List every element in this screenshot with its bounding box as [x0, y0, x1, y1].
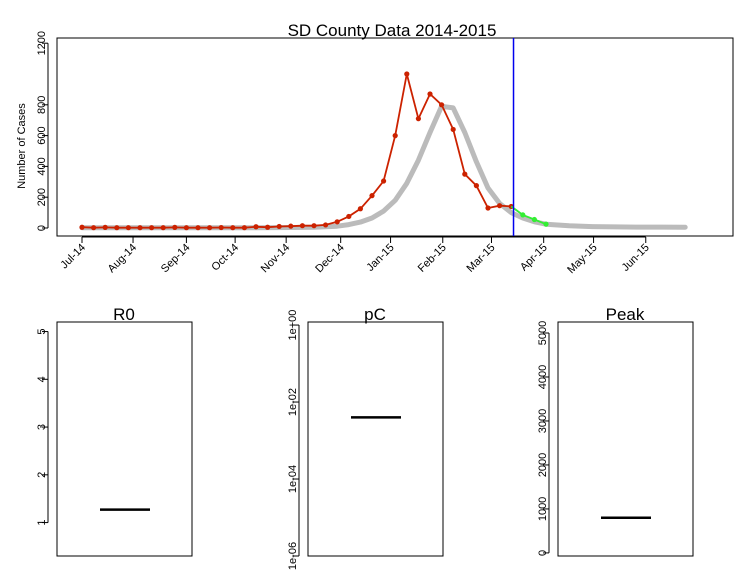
y-tick-label: 0 [537, 550, 549, 556]
y-tick-label: 1e-04 [287, 465, 299, 493]
observed-point [91, 225, 97, 231]
observed-point [137, 225, 143, 231]
r0-y-axis: 1 2 3 4 5 [36, 328, 49, 526]
x-tick-label: Nov-14 [259, 242, 293, 276]
observed-point [230, 225, 236, 231]
y-tick-label: 4000 [537, 365, 549, 389]
y-tick-label: 5 [36, 328, 48, 334]
observed-point [299, 223, 305, 229]
observed-point [415, 116, 421, 122]
main-y-axis-title: Number of Cases [16, 103, 28, 189]
r0-title: R0 [113, 305, 135, 324]
x-tick-label: Jul-14 [58, 242, 88, 272]
observed-point [125, 225, 131, 231]
observed-point [172, 224, 178, 230]
main-y-axis: 0 200 400 600 800 1200 [36, 31, 49, 231]
y-tick-label: 0 [36, 225, 48, 231]
peak-plot-frame [557, 321, 694, 557]
observed-point [427, 91, 433, 97]
main-chart-title: SD County Data 2014-2015 [288, 21, 497, 40]
main-plot-frame [56, 37, 734, 237]
observed-point [311, 223, 317, 229]
observed-point [218, 224, 224, 231]
observed-point [346, 213, 352, 220]
y-tick-label: 1e-02 [287, 388, 299, 416]
y-tick-label: 1e+00 [287, 310, 299, 341]
observed-point [195, 225, 201, 231]
y-tick-label: 800 [36, 96, 48, 114]
forecast-point [543, 221, 549, 227]
forecast-point [520, 212, 526, 218]
y-tick-label: 2000 [537, 453, 549, 477]
observed-point [241, 225, 247, 231]
observed-point [439, 102, 445, 108]
observed-point [114, 225, 120, 231]
observed-point [288, 223, 294, 229]
observed-series [79, 71, 514, 231]
y-tick-label: 200 [36, 188, 48, 206]
observed-point [381, 178, 387, 184]
peak-title: Peak [606, 305, 645, 324]
observed-point [149, 225, 155, 231]
x-tick-label: Apr-15 [518, 242, 550, 274]
observed-point [497, 203, 503, 209]
observed-point [265, 224, 271, 230]
observed-point [392, 133, 398, 139]
x-tick-label: Sep-14 [159, 242, 193, 276]
model-curve [79, 103, 688, 231]
y-tick-label: 1000 [537, 497, 549, 521]
observed-point [369, 193, 375, 199]
observed-point [102, 224, 108, 230]
x-tick-label: Jun-15 [620, 242, 652, 274]
x-tick-label: May-15 [565, 242, 599, 276]
observed-point [276, 223, 282, 230]
y-tick-label: 4 [36, 376, 48, 382]
forecast-point [531, 216, 538, 223]
peak-panel: Peak 0 1000 2000 3000 4000 5000 [537, 305, 694, 557]
peak-y-axis: 0 1000 2000 3000 4000 5000 [537, 321, 550, 556]
x-tick-label: Oct-14 [209, 242, 241, 274]
r0-panel: R0 1 2 3 4 5 [36, 305, 193, 557]
forecast-series [510, 205, 549, 227]
observed-point [323, 222, 329, 228]
y-tick-label: 3 [36, 424, 48, 430]
observed-line [81, 73, 512, 229]
observed-point [462, 171, 468, 177]
observed-point [357, 206, 363, 212]
observed-point [253, 224, 259, 230]
y-tick-label: 1200 [36, 31, 48, 55]
observed-point [404, 71, 410, 77]
pc-title: pC [364, 305, 386, 324]
y-tick-label: 400 [36, 157, 48, 175]
x-tick-label: Mar-15 [464, 242, 497, 275]
pc-panel: pC 1e-06 1e-04 1e-02 1e+00 [287, 305, 444, 570]
observed-point [183, 225, 189, 231]
model-line [79, 103, 688, 231]
r0-plot-frame [56, 321, 193, 557]
observed-point [160, 225, 166, 231]
observed-point [207, 225, 213, 231]
x-tick-label: Dec-14 [313, 242, 347, 276]
x-tick-label: Jan-15 [364, 242, 396, 274]
pc-y-axis: 1e-06 1e-04 1e-02 1e+00 [287, 310, 300, 570]
observed-point [79, 224, 85, 230]
forecast-line [510, 205, 547, 226]
observed-point [473, 183, 479, 189]
x-tick-label: Aug-14 [106, 242, 140, 276]
y-tick-label: 1 [36, 520, 48, 526]
y-tick-label: 2 [36, 472, 48, 478]
x-tick-label: Feb-15 [416, 242, 449, 275]
observed-point [485, 205, 491, 211]
y-tick-label: 3000 [537, 409, 549, 433]
main-x-axis: Jul-14 Aug-14 Sep-14 Oct-14 Nov-14 Dec-14 Jan-… [58, 236, 652, 276]
y-tick-label: 1e-06 [287, 542, 299, 570]
y-tick-label: 5000 [537, 321, 549, 345]
y-tick-label: 600 [36, 126, 48, 144]
main-chart: SD County Data 2014-2015 Number of Cases… [16, 21, 734, 276]
observed-point [450, 126, 456, 133]
observed-point [334, 219, 340, 225]
pc-plot-frame [307, 321, 444, 557]
